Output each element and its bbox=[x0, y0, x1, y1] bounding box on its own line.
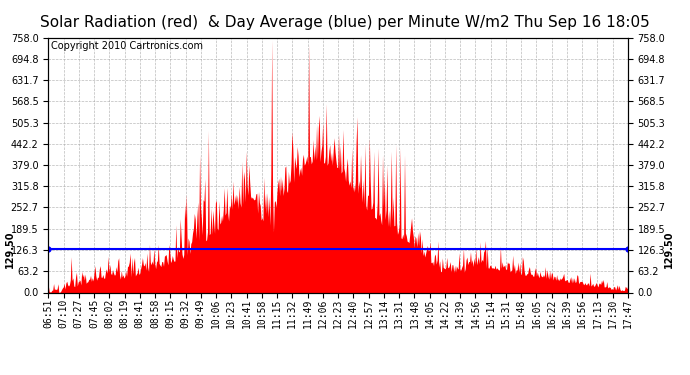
Text: Copyright 2010 Cartronics.com: Copyright 2010 Cartronics.com bbox=[51, 41, 203, 51]
Text: Solar Radiation (red)  & Day Average (blue) per Minute W/m2 Thu Sep 16 18:05: Solar Radiation (red) & Day Average (blu… bbox=[40, 15, 650, 30]
Text: 129.50: 129.50 bbox=[6, 230, 15, 268]
Text: 129.50: 129.50 bbox=[664, 230, 674, 268]
